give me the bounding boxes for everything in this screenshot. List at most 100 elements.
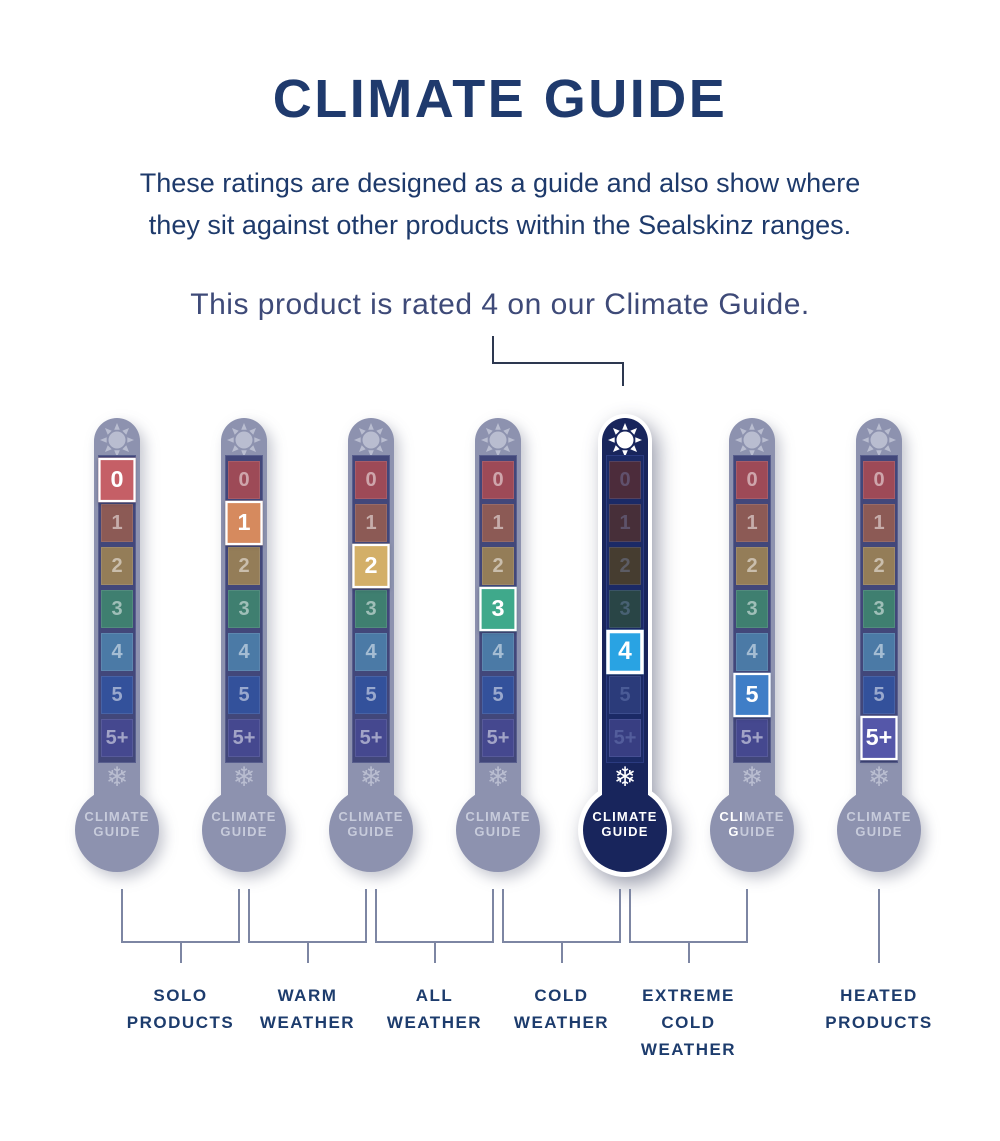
subtitle: These ratings are designed as a guide an… (0, 162, 1000, 246)
climate-scale-track: 0 1 2 3 4 5 5+ (98, 455, 136, 763)
connector-line-vertical-top (492, 336, 494, 364)
snowflake-icon: ❄ (613, 762, 637, 792)
thermometer-2: 0 1 2 3 4 5 5+ ❄ CLIMATE GUIDE (202, 418, 286, 888)
scale-square-3: 3 (863, 590, 895, 628)
snowflake-icon: ❄ (486, 762, 510, 792)
selected-scale-square-0: 0 (98, 457, 136, 503)
climate-scale-track: 0 1 2 3 4 5 5+ (352, 455, 390, 763)
scale-square-5: 5 (482, 676, 514, 714)
heated-products-line (878, 889, 880, 963)
scale-square-5plus: 5+ (101, 719, 133, 757)
scale-square-3: 3 (609, 590, 641, 628)
sun-icon (605, 420, 645, 460)
scale-square-0: 0 (355, 461, 387, 499)
selected-scale-square-3: 3 (479, 586, 517, 632)
selected-scale-square-1: 1 (225, 500, 263, 546)
scale-square-2: 2 (101, 547, 133, 585)
solo-products-bracket (121, 889, 240, 943)
solo-products-bracket-tick (179, 943, 182, 963)
sun-icon (732, 420, 772, 460)
scale-square-5: 5 (609, 676, 641, 714)
scale-square-4: 4 (228, 633, 260, 671)
extreme-cold-weather-bracket (629, 889, 748, 943)
scale-square-1: 1 (736, 504, 768, 542)
thermometer-bulb (583, 788, 667, 872)
scale-square-2: 2 (482, 547, 514, 585)
scale-square-5: 5 (863, 676, 895, 714)
scale-square-4: 4 (482, 633, 514, 671)
thermometer-3: 0 1 2 3 4 5 5+ ❄ CLIMATE GUIDE (329, 418, 413, 888)
climate-guide-bulb-label: CLIMATE GUIDE (465, 809, 531, 839)
cold-weather-bracket-tick (560, 943, 563, 963)
rating-note: This product is rated 4 on our Climate G… (190, 288, 810, 321)
climate-guide-bulb-label: CLIMATE GUIDE (592, 809, 658, 839)
connector-line-vertical-bottom (622, 362, 624, 386)
page-title: CLIMATE GUIDE (272, 69, 728, 129)
scale-square-5plus: 5+ (228, 719, 260, 757)
scale-square-3: 3 (228, 590, 260, 628)
climate-guide-bulb-label: CLIMATE GUIDE (846, 809, 912, 839)
scale-square-2: 2 (736, 547, 768, 585)
climate-scale-track: 0 1 2 3 4 5 5+ (860, 455, 898, 763)
scale-square-5plus: 5+ (355, 719, 387, 757)
scale-square-5: 5 (355, 676, 387, 714)
climate-guide-bulb-label: CLIMATE GUIDE (719, 809, 785, 839)
thermometer-1: 0 1 2 3 4 5 5+ ❄ CLIMATE GUIDE (75, 418, 159, 888)
climate-guide-bulb-label: CLIMATE GUIDE (211, 809, 277, 839)
solo-products-label: SOLO PRODUCTS (126, 986, 235, 1032)
scale-square-5plus: 5+ (482, 719, 514, 757)
thermometer-bulb (837, 788, 921, 872)
cold-weather-bracket (502, 889, 621, 943)
scale-square-5plus: 5+ (736, 719, 768, 757)
connector-line-horizontal (492, 362, 624, 364)
scale-square-5: 5 (101, 676, 133, 714)
thermometer-bulb (75, 788, 159, 872)
scale-square-0: 0 (736, 461, 768, 499)
cold-weather-label: COLD WEATHER (513, 986, 610, 1032)
selected-scale-square-2: 2 (352, 543, 390, 589)
heated-products-label: HEATED PRODUCTS (825, 986, 933, 1032)
scale-square-5: 5 (228, 676, 260, 714)
sun-icon (859, 420, 899, 460)
sun-icon (224, 420, 264, 460)
thermometer-7: 0 1 2 3 4 5 5+ ❄ CLIMATE GUIDE (837, 418, 921, 888)
snowflake-icon: ❄ (740, 762, 764, 792)
scale-square-0: 0 (482, 461, 514, 499)
snowflake-icon: ❄ (232, 762, 256, 792)
extreme-cold-weather-label: EXTREME COLD WEATHER (640, 986, 737, 1059)
selected-scale-square-4: 4 (606, 629, 644, 675)
sun-icon (478, 420, 518, 460)
scale-square-0: 0 (228, 461, 260, 499)
scale-square-1: 1 (863, 504, 895, 542)
selected-scale-square-5plus: 5+ (860, 715, 898, 761)
snowflake-icon: ❄ (105, 762, 129, 792)
scale-square-5plus: 5+ (609, 719, 641, 757)
scale-square-4: 4 (863, 633, 895, 671)
scale-square-4: 4 (355, 633, 387, 671)
subtitle-line-2: they sit against other products within t… (148, 210, 852, 240)
thermometer-6: 0 1 2 3 4 5 5+ ❄ CLIMATE GUIDE (710, 418, 794, 888)
scale-square-1: 1 (101, 504, 133, 542)
scale-square-3: 3 (355, 590, 387, 628)
subtitle-line-1: These ratings are designed as a guide an… (139, 168, 861, 198)
climate-scale-track: 0 1 2 3 4 5 5+ (606, 455, 644, 763)
all-weather-label: ALL WEATHER (386, 986, 483, 1032)
all-weather-bracket (375, 889, 494, 943)
scale-square-2: 2 (863, 547, 895, 585)
sun-icon (97, 420, 137, 460)
scale-square-3: 3 (101, 590, 133, 628)
thermometer-bulb (329, 788, 413, 872)
warm-weather-label: WARM WEATHER (259, 986, 356, 1032)
sun-icon (351, 420, 391, 460)
climate-guide-bulb-label: CLIMATE GUIDE (338, 809, 404, 839)
scale-square-0: 0 (609, 461, 641, 499)
scale-square-1: 1 (355, 504, 387, 542)
scale-square-4: 4 (101, 633, 133, 671)
thermometer-5: 0 1 2 3 4 5 5+ ❄ CLIMATE GUIDE (578, 414, 672, 888)
scale-square-1: 1 (609, 504, 641, 542)
climate-scale-track: 0 1 2 3 4 5 5+ (479, 455, 517, 763)
thermometer-bulb (456, 788, 540, 872)
thermometer-4: 0 1 2 3 4 5 5+ ❄ CLIMATE GUIDE (456, 418, 540, 888)
extreme-cold-weather-bracket-tick (687, 943, 690, 963)
